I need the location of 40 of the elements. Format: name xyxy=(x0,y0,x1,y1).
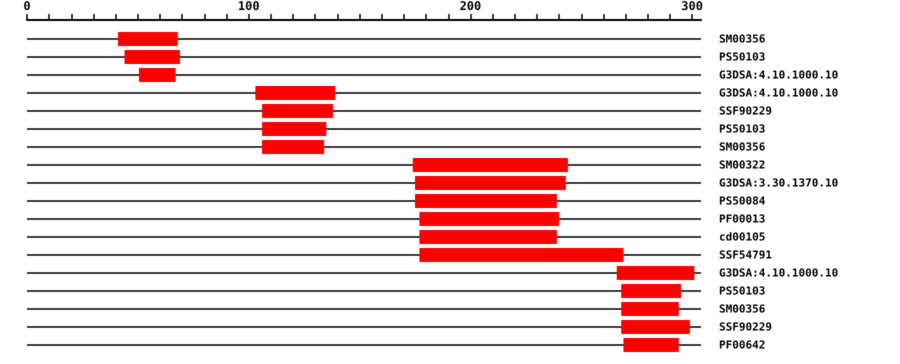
x-tick-label: 200 xyxy=(460,0,482,13)
bar xyxy=(616,266,694,280)
bar xyxy=(118,32,178,46)
bar xyxy=(414,176,566,190)
bar xyxy=(621,320,690,334)
y-tick-label: SM00322 xyxy=(719,158,766,172)
y-tick-label: PF00642 xyxy=(719,338,766,352)
y-tick-label: SSF54791 xyxy=(719,248,772,262)
y-tick-label: SSF90229 xyxy=(719,104,772,118)
y-tick-label: SM00356 xyxy=(719,302,766,316)
bar xyxy=(419,230,557,244)
bar xyxy=(621,302,679,316)
y-tick-label: PF00013 xyxy=(719,212,766,226)
bar xyxy=(419,248,624,262)
y-tick-label: PS50103 xyxy=(719,284,766,298)
bar xyxy=(124,50,180,64)
bar xyxy=(255,86,336,100)
y-tick-label: PS50103 xyxy=(719,50,766,64)
bar xyxy=(623,338,679,352)
y-tick-label: G3DSA:3.30.1370.10 xyxy=(719,176,838,190)
y-tick-label: G3DSA:4.10.1000.10 xyxy=(719,86,838,100)
y-tick-label: SM00356 xyxy=(719,140,766,154)
y-tick-label: cd00105 xyxy=(719,230,766,244)
bar xyxy=(621,284,682,298)
y-tick-label: G3DSA:4.10.1000.10 xyxy=(719,68,838,82)
x-tick-label: 300 xyxy=(681,0,703,13)
bar xyxy=(414,194,557,208)
y-tick-label: SSF90229 xyxy=(719,320,772,334)
y-tick-label: G3DSA:4.10.1000.10 xyxy=(719,266,838,280)
y-tick-label: PS50103 xyxy=(719,122,766,136)
bar xyxy=(138,68,176,82)
bar xyxy=(419,212,560,226)
bar xyxy=(262,140,324,154)
y-tick-label: SM00356 xyxy=(719,32,766,46)
bar xyxy=(262,122,326,136)
bar xyxy=(412,158,568,172)
y-tick-label: PS50084 xyxy=(719,194,766,208)
bar xyxy=(262,104,333,118)
x-tick-label: 0 xyxy=(23,0,31,13)
x-tick-label: 100 xyxy=(238,0,260,13)
